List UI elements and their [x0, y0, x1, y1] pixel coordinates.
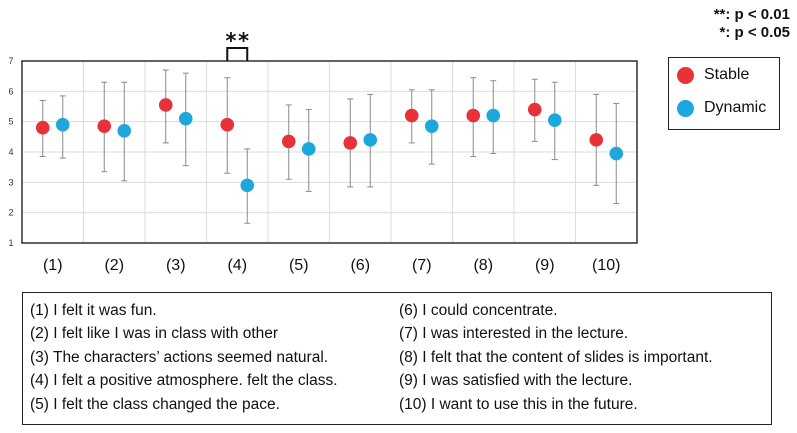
- data-point-stable: [220, 117, 235, 132]
- note-item: (4) I felt a positive atmosphere. felt t…: [30, 372, 338, 390]
- data-point-dynamic: [424, 119, 439, 134]
- x-tick-label: (5): [289, 257, 309, 274]
- note-item: (10) I want to use this in the future.: [399, 395, 638, 413]
- legend-marker-stable: [677, 66, 694, 84]
- y-tick-label: 3: [8, 177, 13, 187]
- note-item: (9) I was satisfied with the lecture.: [399, 372, 633, 390]
- x-tick-label: (6): [350, 257, 370, 274]
- data-point-stable: [35, 120, 50, 135]
- data-point-stable: [404, 108, 419, 123]
- significance-note: **: p < 0.01 *: p < 0.05: [714, 6, 790, 42]
- y-tick-label: 5: [8, 117, 13, 127]
- significance-line-2: *: p < 0.05: [719, 24, 790, 41]
- legend-item-stable: Stable: [677, 64, 749, 86]
- y-tick-label: 4: [8, 147, 13, 157]
- data-point-stable: [343, 136, 358, 150]
- y-tick-label: 7: [8, 56, 13, 66]
- y-tick-label: 2: [8, 208, 13, 218]
- notes-right-column: (6) I could concentrate. (7) I was inter…: [399, 299, 713, 416]
- x-tick-label: (8): [473, 257, 493, 274]
- data-point-stable: [97, 119, 112, 134]
- data-point-dynamic: [55, 117, 70, 132]
- data-point-stable: [281, 134, 296, 149]
- x-tick-label: (3): [166, 257, 186, 274]
- data-point-dynamic: [240, 178, 255, 193]
- legend-label-stable: Stable: [704, 66, 750, 83]
- question-notes: (1) I felt it was fun. (2) I felt like I…: [22, 292, 772, 425]
- data-point-dynamic: [117, 123, 132, 138]
- x-tick-label: (9): [535, 257, 555, 274]
- plot-frame: [21, 60, 638, 244]
- note-item: (1) I felt it was fun.: [30, 302, 157, 319]
- data-point-stable: [158, 98, 173, 112]
- data-point-dynamic: [486, 108, 501, 123]
- data-point-stable: [527, 102, 542, 117]
- data-point-dynamic: [178, 111, 193, 126]
- note-item: (8) I felt that the content of slides is…: [399, 348, 713, 366]
- data-point-dynamic: [301, 142, 316, 156]
- notes-left-column: (1) I felt it was fun. (2) I felt like I…: [30, 299, 338, 416]
- legend-item-dynamic: Dynamic: [677, 97, 766, 119]
- data-point-dynamic: [609, 146, 624, 161]
- x-tick-label: (7): [412, 257, 432, 274]
- legend: Stable Dynamic: [668, 57, 780, 130]
- note-item: (5) I felt the class changed the pace.: [30, 395, 280, 413]
- note-item: (6) I could concentrate.: [399, 302, 558, 319]
- y-tick-label: 6: [8, 86, 13, 96]
- x-tick-label: (2): [104, 257, 124, 274]
- note-item: (7) I was interested in the lecture.: [399, 325, 629, 343]
- x-tick-label: (4): [227, 257, 247, 274]
- x-tick-label: (10): [592, 257, 620, 274]
- data-point-dynamic: [363, 133, 378, 147]
- significance-marker: **: [225, 29, 250, 53]
- legend-label-dynamic: Dynamic: [704, 99, 767, 116]
- y-tick-label: 1: [8, 238, 13, 248]
- significance-line-1: **: p < 0.01: [713, 6, 790, 23]
- significance-bracket: [226, 47, 249, 61]
- note-item: (3) The characters’ actions seemed natur…: [30, 348, 329, 366]
- chart-plot: 1 2 3 4 5 6 7 (1) (2) (3) (4) (5) (6) (7) (8) (9) (10) **: [8, 29, 638, 274]
- x-tick-label: (1): [43, 257, 63, 274]
- note-item: (2) I felt like I was in class with othe…: [30, 325, 279, 343]
- legend-marker-dynamic: [677, 99, 694, 117]
- data-point-stable: [466, 108, 481, 123]
- data-point-stable: [589, 133, 604, 147]
- data-point-dynamic: [547, 113, 562, 127]
